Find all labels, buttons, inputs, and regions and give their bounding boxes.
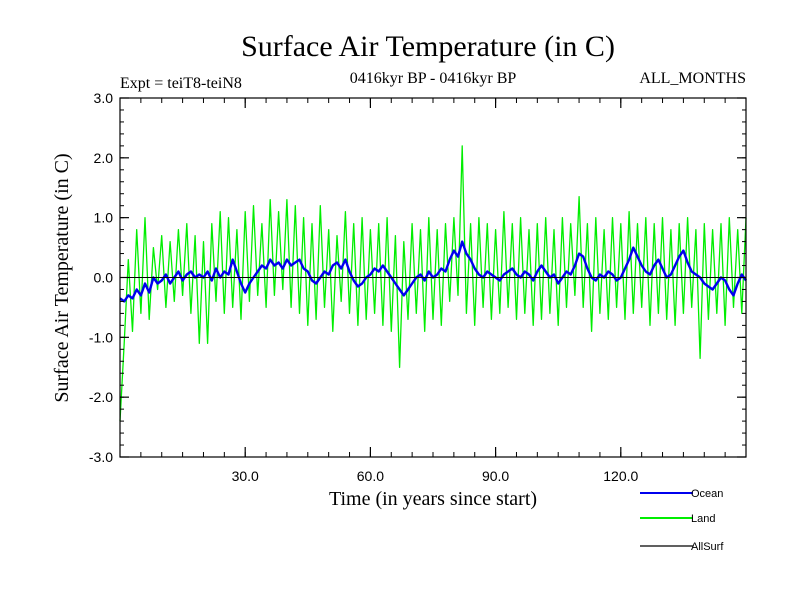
plot-area: -3.0 -2.0 -1.0 0.0 1.0 2.0 3.0 30.0 60.0 90.0 120.…: [89, 90, 747, 484]
y-tick-label: 2.0: [94, 150, 114, 166]
chart-title: Surface Air Temperature (in C): [241, 30, 615, 63]
y-tick-label: 0.0: [94, 270, 114, 286]
y-tick-label: -2.0: [89, 389, 113, 405]
x-axis-label: Time (in years since start): [329, 488, 537, 510]
y-tick-label: 3.0: [94, 90, 114, 106]
y-tick-label: -1.0: [89, 329, 113, 345]
period-label: 0416kyr BP - 0416kyr BP: [350, 70, 517, 87]
expt-label: Expt = teiT8-teiN8: [120, 75, 242, 92]
y-tick-label: 1.0: [94, 210, 114, 226]
y-tick-label: -3.0: [89, 449, 113, 465]
y-axis-label: Surface Air Temperature (in C): [51, 153, 73, 402]
legend-label-land: Land: [691, 513, 715, 525]
months-label: ALL_MONTHS: [639, 70, 746, 87]
x-tick-label: 60.0: [357, 468, 384, 484]
x-tick-label: 90.0: [482, 468, 509, 484]
legend-label-allsurf: AllSurf: [691, 541, 724, 553]
x-tick-label: 30.0: [232, 468, 259, 484]
series-line-land: [119, 145, 747, 422]
legend-label-ocean: Ocean: [691, 488, 723, 500]
legend: Ocean Land AllSurf: [640, 488, 724, 553]
x-tick-label: 120.0: [603, 468, 638, 484]
